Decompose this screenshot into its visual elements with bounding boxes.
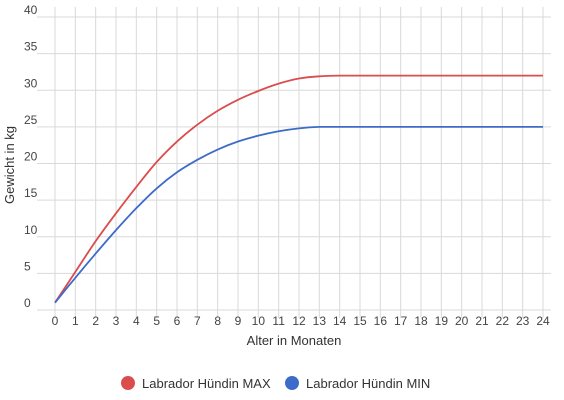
x-tick-label: 18 bbox=[414, 314, 428, 328]
series-line-min bbox=[54, 125, 544, 304]
y-tick-label: 40 bbox=[24, 3, 38, 17]
y-tick-label: 0 bbox=[24, 296, 31, 310]
x-tick-label: 1 bbox=[72, 314, 79, 328]
x-tick-label: 12 bbox=[292, 314, 306, 328]
x-tick-label: 24 bbox=[536, 314, 550, 328]
x-tick-label: 22 bbox=[496, 314, 510, 328]
x-tick-label: 13 bbox=[313, 314, 327, 328]
y-axis-title: Gewicht in kg bbox=[2, 126, 17, 204]
y-tick-label: 15 bbox=[24, 186, 38, 200]
x-tick-label: 19 bbox=[435, 314, 449, 328]
x-tick-label: 5 bbox=[153, 314, 160, 328]
series-line-max bbox=[54, 74, 543, 304]
legend-item-max[interactable]: Labrador Hündin MAX bbox=[121, 376, 271, 391]
gridlines bbox=[37, 7, 551, 318]
x-tick-label: 6 bbox=[174, 314, 181, 328]
x-tick-label: 14 bbox=[333, 314, 347, 328]
x-tick-label: 0 bbox=[52, 314, 59, 328]
x-tick-label: 3 bbox=[113, 314, 120, 328]
x-tick-label: 20 bbox=[455, 314, 469, 328]
x-tick-label: 21 bbox=[475, 314, 489, 328]
x-tick-label: 4 bbox=[133, 314, 140, 328]
y-tick-label: 25 bbox=[24, 113, 38, 127]
y-axis-ticks: 0 5 10 15 20 25 30 35 40 bbox=[24, 3, 38, 310]
x-tick-label: 8 bbox=[214, 314, 221, 328]
legend-swatch-max bbox=[121, 376, 135, 390]
x-tick-label: 11 bbox=[272, 314, 285, 328]
y-tick-label: 5 bbox=[24, 259, 31, 273]
series-lines bbox=[54, 74, 544, 304]
y-tick-label: 30 bbox=[24, 76, 38, 90]
y-tick-label: 10 bbox=[24, 223, 38, 237]
x-tick-label: 15 bbox=[353, 314, 367, 328]
legend-label-min: Labrador Hündin MIN bbox=[306, 376, 430, 391]
x-tick-label: 7 bbox=[194, 314, 201, 328]
y-tick-label: 20 bbox=[24, 150, 38, 164]
legend-swatch-min bbox=[285, 376, 299, 390]
legend-item-min[interactable]: Labrador Hündin MIN bbox=[285, 376, 430, 391]
y-tick-label: 35 bbox=[24, 40, 38, 54]
x-axis-ticks: 0 1 2 3 4 5 6 7 8 9 10 11 12 13 14 15 16 17 18 19 20 21 22 23 24 bbox=[52, 314, 550, 328]
legend-label-max: Labrador Hündin MAX bbox=[142, 376, 271, 391]
x-tick-label: 16 bbox=[374, 314, 388, 328]
legend: Labrador Hündin MAX Labrador Hündin MIN bbox=[121, 376, 430, 391]
x-axis-title: Alter in Monaten bbox=[247, 333, 342, 348]
x-tick-label: 9 bbox=[235, 314, 242, 328]
x-tick-label: 2 bbox=[92, 314, 99, 328]
x-tick-label: 10 bbox=[252, 314, 266, 328]
x-tick-label: 23 bbox=[516, 314, 530, 328]
x-tick-label: 17 bbox=[394, 314, 408, 328]
